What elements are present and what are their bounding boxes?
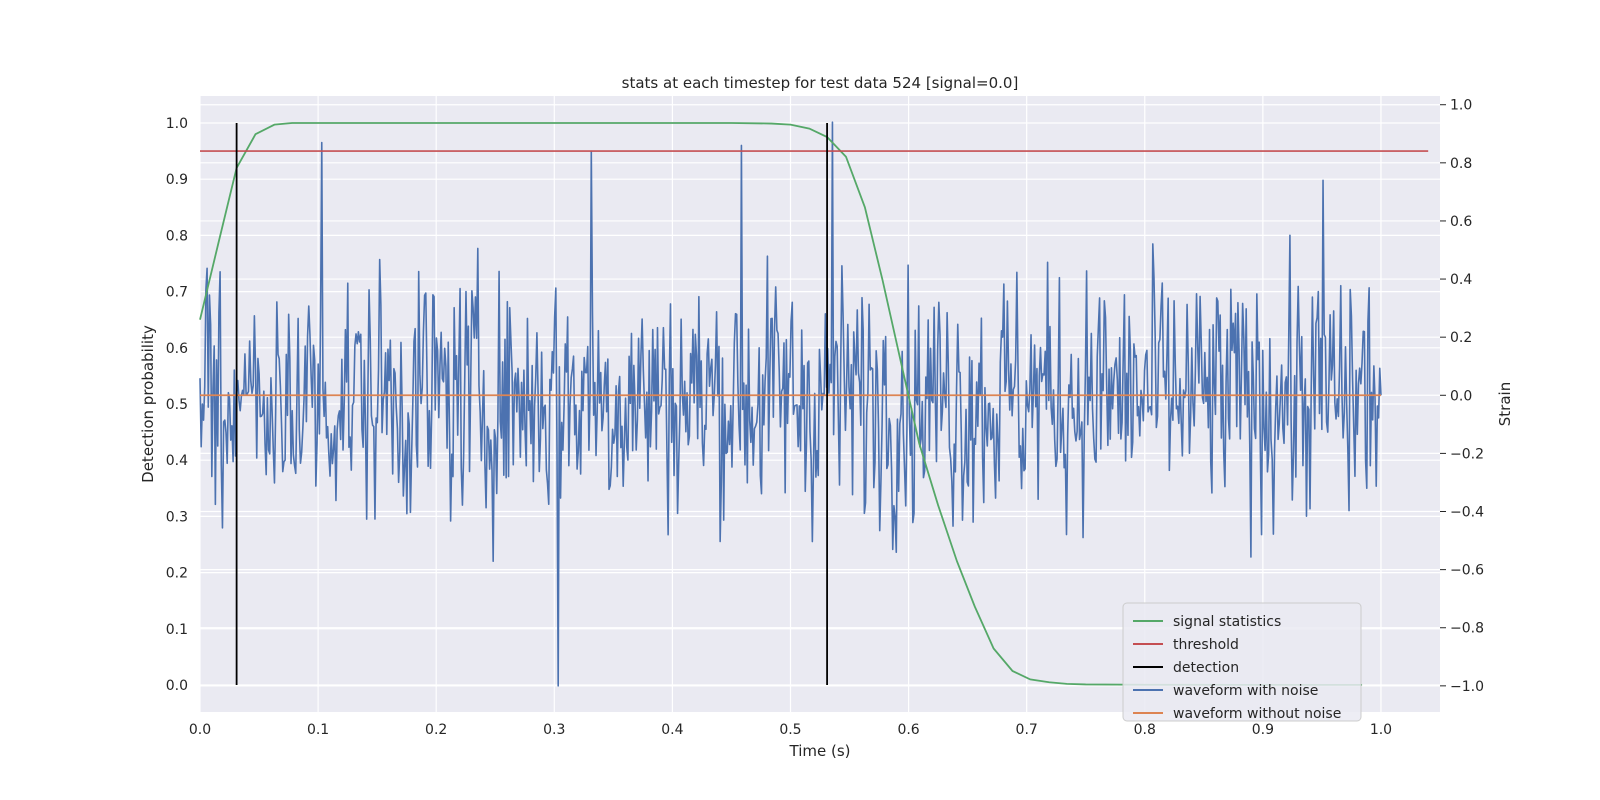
x-tick-label: 0.2 [425, 722, 447, 738]
y-axis-right-tick-label: 0.6 [1450, 214, 1472, 230]
x-axis-ticks: 0.0 0.1 0.2 0.3 0.4 0.5 0.6 0.7 0.8 0.9 1.0 [189, 722, 1392, 738]
x-tick-label: 0.8 [1134, 722, 1156, 738]
x-tick-label: 1.0 [1370, 722, 1392, 738]
x-tick-label: 0.5 [779, 722, 801, 738]
y-axis-right-tick-label: −0.8 [1450, 621, 1484, 637]
y-axis-right-tick-label: 0.2 [1450, 330, 1472, 346]
legend: signal statistics threshold detection wavef… [1122, 602, 1362, 722]
legend-entry-label: waveform without noise [1173, 706, 1341, 722]
y-axis-right-tick-label: −0.2 [1450, 446, 1484, 462]
chart-title: stats at each timestep for test data 524… [622, 74, 1019, 92]
legend-entry-label: detection [1173, 660, 1239, 676]
x-tick-label: 0.0 [189, 722, 211, 738]
x-tick-label: 0.9 [1252, 722, 1274, 738]
y-tick-label: 0.3 [166, 509, 188, 525]
x-tick-label: 0.6 [897, 722, 919, 738]
y-axis-right-tick-label: 0.8 [1450, 156, 1472, 172]
y-tick-label: 0.8 [166, 228, 188, 244]
y-axis-right-tick-label: −0.4 [1450, 505, 1484, 521]
legend-entry-label: waveform with noise [1173, 683, 1318, 699]
y-axis-ticks: 0.0 0.1 0.2 0.3 0.4 0.5 0.6 0.7 0.8 0.9 1.0 [166, 116, 188, 694]
y-axis-label: Detection probability [139, 325, 157, 483]
y-axis-right-tick-label: −0.6 [1450, 563, 1484, 579]
x-axis-label: Time (s) [789, 742, 851, 760]
x-tick-label: 0.1 [307, 722, 329, 738]
x-tick-label: 0.4 [661, 722, 683, 738]
y-axis-right-tick-label: −1.0 [1450, 679, 1484, 695]
y-tick-label: 0.7 [166, 285, 188, 301]
y-tick-label: 0.9 [166, 172, 188, 188]
y-axis-right-ticks: −1.0 −0.8 −0.6 −0.4 −0.2 0.0 0.2 0.4 0.6 0.8 1.0 [1440, 98, 1484, 695]
x-tick-label: 0.3 [543, 722, 565, 738]
y-tick-label: 0.4 [166, 453, 188, 469]
y-tick-label: 0.5 [166, 397, 188, 413]
y-tick-label: 0.6 [166, 341, 188, 357]
y-tick-label: 0.0 [166, 678, 188, 694]
series-waveform-with-noise [199, 121, 1382, 687]
legend-entry-label: threshold [1173, 637, 1239, 653]
y-tick-label: 0.1 [166, 622, 188, 638]
y-axis-right-label: Strain [1496, 382, 1514, 426]
y-tick-label: 1.0 [166, 116, 188, 132]
legend-entry-label: signal statistics [1173, 614, 1281, 630]
y-axis-right-tick-label: 0.4 [1450, 272, 1472, 288]
legend-box [1122, 602, 1362, 722]
series-signal-statistics [199, 122, 1363, 686]
y-axis-right-tick-label: 1.0 [1450, 98, 1472, 114]
x-tick-label: 0.7 [1016, 722, 1038, 738]
series-layer [199, 121, 1429, 687]
y-axis-right-tick-label: 0.0 [1450, 388, 1472, 404]
y-tick-label: 0.2 [166, 566, 188, 582]
